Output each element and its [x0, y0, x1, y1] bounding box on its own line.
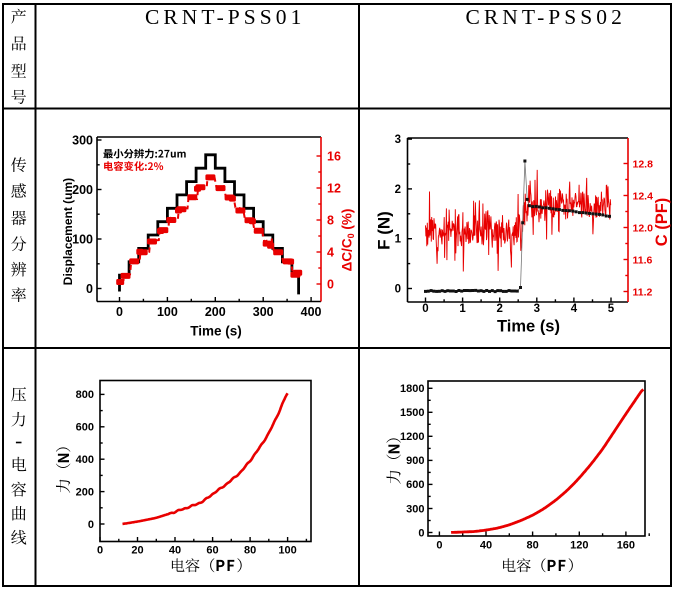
svg-text:2: 2 — [395, 184, 401, 196]
svg-text:80: 80 — [244, 545, 256, 557]
svg-text:F (N): F (N) — [375, 211, 394, 250]
svg-text:ΔC/C0 (%): ΔC/C0 (%) — [339, 209, 356, 272]
svg-text:300: 300 — [253, 305, 274, 319]
svg-text:11.2: 11.2 — [633, 286, 653, 298]
svg-text:0: 0 — [88, 519, 94, 531]
svg-text:600: 600 — [76, 422, 94, 434]
svg-text:Time (s): Time (s) — [190, 324, 242, 339]
svg-text:Displacement (um): Displacement (um) — [61, 178, 75, 285]
svg-text:80: 80 — [527, 540, 539, 552]
svg-text:1: 1 — [395, 234, 402, 246]
svg-text:2: 2 — [496, 303, 502, 315]
svg-text:12.0: 12.0 — [633, 222, 654, 234]
svg-text:160: 160 — [617, 540, 635, 552]
svg-text:900: 900 — [406, 455, 424, 467]
svg-text:0: 0 — [418, 527, 424, 539]
svg-text:3: 3 — [534, 303, 540, 315]
svg-text:400: 400 — [301, 305, 322, 319]
svg-text:Time (s): Time (s) — [497, 318, 560, 336]
svg-text:0: 0 — [422, 303, 428, 315]
svg-text:0: 0 — [116, 305, 123, 319]
svg-text:40: 40 — [169, 545, 181, 557]
svg-text:C (PF): C (PF) — [653, 198, 671, 247]
svg-text:1200: 1200 — [400, 431, 424, 443]
svg-text:12.8: 12.8 — [633, 158, 654, 170]
svg-text:800: 800 — [76, 389, 94, 401]
svg-text:100: 100 — [278, 545, 296, 557]
svg-text:200: 200 — [72, 183, 93, 197]
svg-text:12.4: 12.4 — [633, 190, 654, 202]
svg-text:3: 3 — [395, 134, 401, 146]
svg-text:100: 100 — [157, 305, 178, 319]
svg-text:600: 600 — [406, 479, 424, 491]
svg-text:60: 60 — [206, 545, 218, 557]
svg-text:120: 120 — [570, 540, 588, 552]
svg-text:0: 0 — [97, 545, 103, 557]
svg-text:20: 20 — [131, 545, 143, 557]
svg-text:200: 200 — [205, 305, 226, 319]
svg-text:0: 0 — [327, 278, 334, 292]
svg-text:8: 8 — [327, 214, 334, 228]
svg-text:40: 40 — [480, 540, 492, 552]
svg-text:200: 200 — [76, 486, 94, 498]
svg-text:4: 4 — [327, 246, 334, 260]
svg-text:4: 4 — [571, 303, 578, 315]
svg-text:1: 1 — [459, 303, 466, 315]
svg-text:300: 300 — [72, 134, 93, 148]
svg-text:0: 0 — [395, 284, 401, 296]
svg-text:11.6: 11.6 — [633, 254, 653, 266]
svg-text:16: 16 — [327, 150, 341, 164]
svg-text:0: 0 — [436, 540, 442, 552]
svg-text:0: 0 — [86, 282, 93, 296]
svg-text:1500: 1500 — [400, 407, 424, 419]
svg-text:100: 100 — [72, 233, 93, 247]
svg-text:5: 5 — [608, 303, 615, 315]
svg-text:12: 12 — [327, 182, 341, 196]
svg-text:400: 400 — [76, 454, 94, 466]
svg-text:300: 300 — [406, 503, 424, 515]
svg-text:1800: 1800 — [400, 383, 424, 395]
